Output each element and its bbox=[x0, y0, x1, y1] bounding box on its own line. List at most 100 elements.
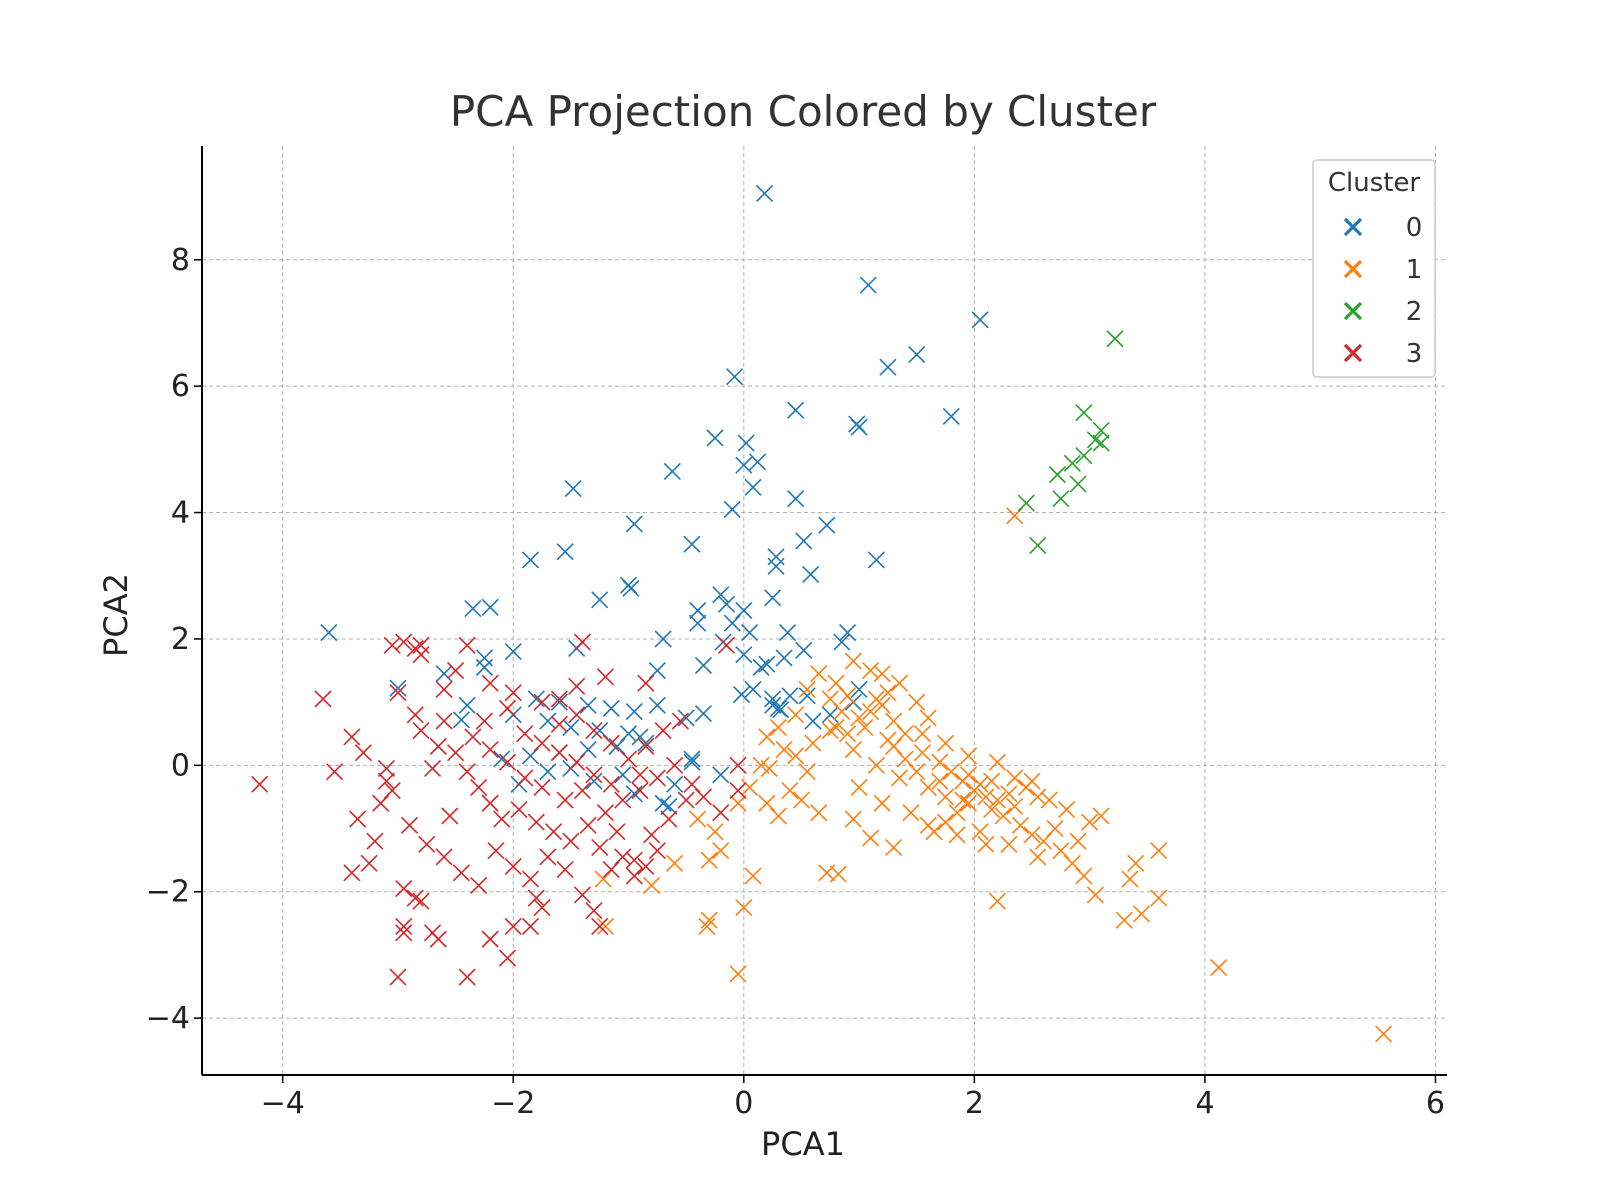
data-point bbox=[850, 680, 868, 699]
data-point bbox=[556, 791, 574, 809]
data-point bbox=[775, 649, 793, 667]
legend-box bbox=[1312, 159, 1436, 378]
data-point bbox=[648, 842, 666, 860]
series-0 bbox=[320, 184, 989, 815]
y-tick-label: 2 bbox=[171, 622, 190, 657]
data-point bbox=[1029, 788, 1047, 806]
data-point bbox=[389, 968, 407, 986]
data-point bbox=[614, 791, 632, 809]
data-point bbox=[585, 722, 603, 740]
data-point bbox=[983, 772, 1001, 790]
data-point bbox=[729, 965, 747, 983]
data-point bbox=[1127, 854, 1145, 872]
data-point bbox=[1040, 791, 1058, 809]
data-point bbox=[1106, 330, 1124, 348]
data-point bbox=[729, 794, 747, 812]
data-point bbox=[1023, 772, 1041, 790]
data-point bbox=[550, 690, 568, 708]
y-tick-label: −4 bbox=[146, 1001, 190, 1036]
data-point bbox=[775, 740, 793, 759]
data-point bbox=[1069, 832, 1087, 850]
data-point bbox=[850, 778, 868, 797]
data-point bbox=[458, 636, 476, 654]
data-point bbox=[798, 680, 816, 699]
data-point bbox=[596, 668, 615, 686]
data-point bbox=[821, 722, 839, 740]
data-point bbox=[844, 810, 862, 828]
data-point bbox=[838, 624, 857, 642]
data-point bbox=[942, 407, 960, 426]
data-point bbox=[481, 740, 499, 759]
data-point bbox=[596, 917, 615, 936]
data-point bbox=[591, 591, 609, 609]
data-point bbox=[671, 712, 689, 730]
data-point bbox=[400, 816, 419, 834]
data-point bbox=[919, 709, 937, 727]
data-point bbox=[844, 740, 862, 759]
data-point bbox=[844, 652, 862, 670]
data-point bbox=[908, 345, 926, 364]
data-point bbox=[539, 763, 557, 781]
data-point bbox=[360, 854, 378, 872]
data-point bbox=[677, 791, 695, 809]
data-point bbox=[683, 535, 701, 553]
data-point bbox=[648, 696, 666, 714]
data-point bbox=[1011, 816, 1030, 834]
data-point bbox=[663, 462, 681, 481]
data-point bbox=[948, 826, 966, 844]
data-point bbox=[960, 766, 978, 784]
data-point bbox=[516, 769, 534, 787]
data-point bbox=[464, 600, 482, 618]
data-point bbox=[314, 690, 332, 708]
data-point bbox=[1150, 889, 1168, 907]
data-point bbox=[481, 674, 499, 692]
data-point bbox=[654, 630, 672, 648]
data-point bbox=[429, 737, 447, 755]
x-axis-title: PCA1 bbox=[761, 1125, 845, 1163]
data-point bbox=[1052, 490, 1070, 508]
series-1 bbox=[594, 507, 1393, 1043]
series-3 bbox=[251, 633, 747, 986]
data-point bbox=[732, 685, 751, 704]
data-point bbox=[556, 861, 574, 879]
data-point bbox=[896, 750, 914, 768]
data-point bbox=[798, 687, 816, 705]
data-point bbox=[838, 687, 857, 705]
data-point bbox=[1000, 835, 1018, 853]
data-point bbox=[487, 842, 505, 860]
data-point bbox=[435, 665, 453, 683]
data-point bbox=[767, 557, 785, 575]
x-tick-label: 2 bbox=[965, 1086, 984, 1121]
data-point bbox=[723, 500, 741, 518]
data-point bbox=[902, 804, 920, 822]
data-point bbox=[1006, 797, 1024, 815]
data-point bbox=[389, 684, 407, 702]
data-point bbox=[591, 838, 609, 857]
data-point bbox=[862, 661, 880, 680]
data-point bbox=[562, 832, 580, 850]
data-point bbox=[1075, 404, 1093, 422]
data-point bbox=[619, 750, 638, 768]
data-point bbox=[608, 823, 626, 841]
data-point bbox=[533, 734, 551, 752]
data-point bbox=[931, 772, 949, 790]
legend-marker bbox=[1343, 301, 1363, 321]
data-point bbox=[504, 857, 522, 876]
data-point bbox=[395, 633, 413, 651]
data-point bbox=[829, 865, 847, 883]
data-point bbox=[622, 579, 640, 597]
data-point bbox=[498, 753, 517, 771]
data-point bbox=[717, 595, 736, 613]
legend-marker bbox=[1343, 343, 1363, 363]
data-point bbox=[942, 763, 960, 781]
data-point bbox=[395, 880, 413, 898]
data-point bbox=[741, 778, 759, 797]
data-point bbox=[694, 656, 713, 675]
data-point bbox=[810, 665, 828, 683]
data-point bbox=[648, 769, 666, 787]
data-point bbox=[802, 565, 820, 584]
legend-marker bbox=[1343, 259, 1363, 279]
data-point bbox=[804, 734, 822, 752]
data-point bbox=[1150, 842, 1168, 860]
data-point bbox=[749, 453, 767, 471]
